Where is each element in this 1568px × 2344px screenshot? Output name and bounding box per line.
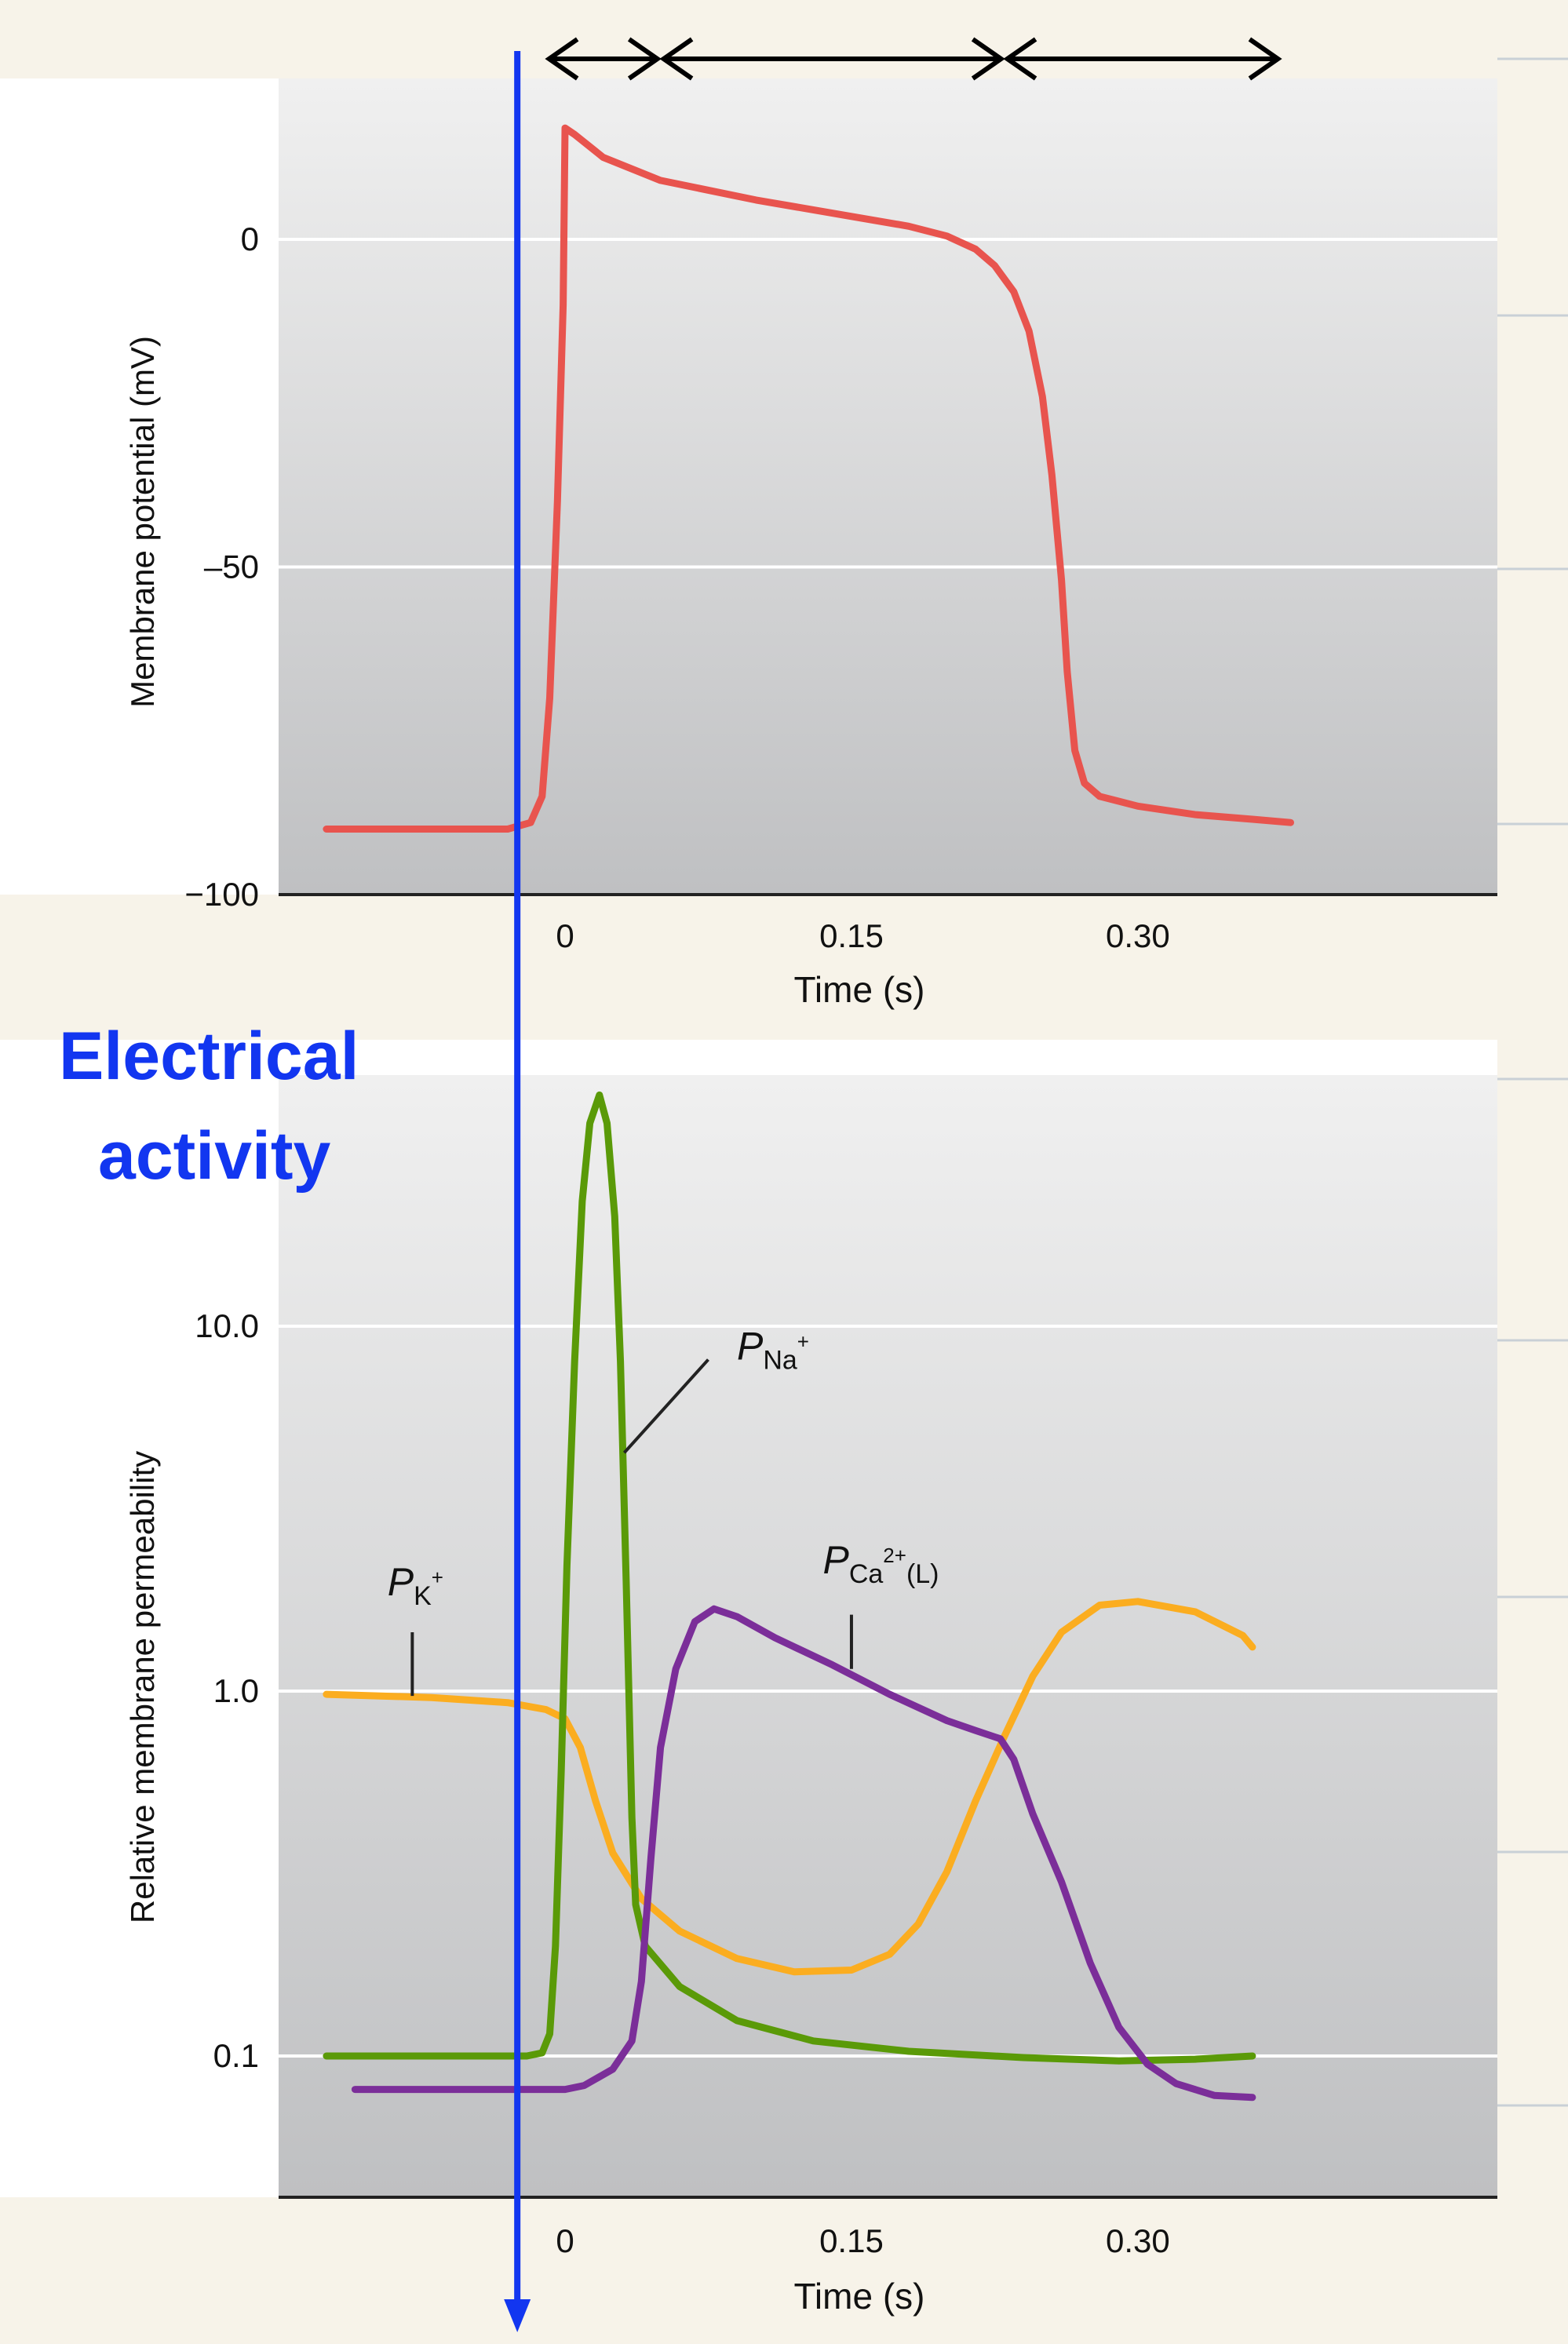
membrane-potential-line [323, 124, 1294, 833]
panel2-y-tick-label: 1.0 [213, 1672, 259, 1709]
electrical-activity-annotation: Electrical activity [59, 51, 531, 2332]
annotation-label-line1: Electrical [59, 1019, 359, 1094]
panel1-y-axis-label: Membrane potential (mV) [124, 336, 161, 708]
panel2-x-tick-label: 0.30 [1106, 2222, 1170, 2259]
permeability-panel: 0.1 1.0 10.0 0 0.15 0.30 Time (s) Relative m… [0, 1040, 1497, 2317]
panel1-plot-background [279, 78, 1497, 895]
panel2-x-tick-labels: 0 0.15 0.30 [556, 2222, 1169, 2259]
panel1-x-tick-label: 0.15 [819, 917, 884, 954]
panel2-series-labels: PK+ PNa+ PCa2+(L) [388, 1325, 939, 1697]
panel1-series [323, 124, 1294, 833]
panel2-plot-background [279, 1075, 1497, 2197]
annotation-label-line2: activity [98, 1118, 331, 1194]
panel2-y-tick-label: 0.1 [213, 2037, 259, 2074]
phase-arrow [1003, 37, 1282, 81]
panel2-x-axis-label: Time (s) [794, 2276, 925, 2317]
pna-line [323, 1091, 1256, 2065]
panel2-y-tick-labels: 0.1 1.0 10.0 [195, 1307, 259, 2074]
pca-line [351, 1605, 1256, 2102]
panel1-x-tick-label: 0.30 [1106, 917, 1170, 954]
panel1-gridlines [279, 238, 1497, 569]
panel2-y-tick-label: 10.0 [195, 1307, 259, 1344]
phase-arrow [545, 37, 662, 81]
panel1-x-axis-label: Time (s) [794, 969, 925, 1010]
right-margin-column [1497, 0, 1568, 2340]
pca-label: PCa2+(L) [822, 1538, 939, 1589]
panel2-x-tick-label: 0 [556, 2222, 574, 2259]
panel2-series [323, 1091, 1256, 2102]
phase-arrow [659, 37, 1005, 81]
panel1-y-tick-labels: 0 –50 −100 [184, 221, 259, 913]
panel2-y-axis-label: Relative membrane permeability [124, 1451, 161, 1923]
panel2-x-tick-label: 0.15 [819, 2222, 884, 2259]
panel1-y-tick-label: −100 [184, 876, 259, 913]
phase-arrows [545, 37, 1282, 81]
panel1-x-tick-label: 0 [556, 917, 574, 954]
panel1-y-tick-label: 0 [241, 221, 259, 257]
electrical-activity-marker-arrowhead [504, 2299, 531, 2332]
panel1-x-tick-labels: 0 0.15 0.30 [556, 917, 1169, 954]
panel1-y-tick-label: –50 [204, 549, 259, 585]
pna-leader-line [622, 1358, 709, 1454]
pna-label: PNa+ [737, 1325, 809, 1376]
pk-label: PK+ [388, 1560, 443, 1611]
membrane-potential-panel: 0 –50 −100 0 0.15 0.30 Time (s) Membrane pot… [0, 37, 1497, 1010]
